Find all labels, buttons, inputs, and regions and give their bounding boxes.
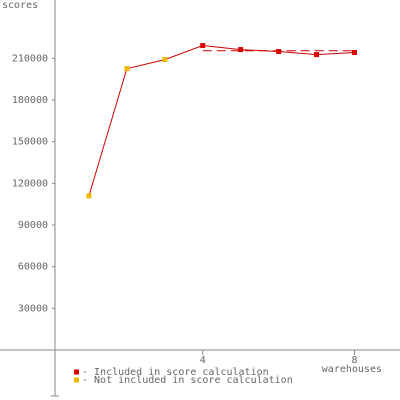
y-tick-label: 30000: [18, 303, 48, 314]
data-point: [162, 57, 168, 63]
data-line: [88, 45, 355, 196]
legend-label: - Included in score calculation: [82, 367, 269, 378]
y-tick-label: 180000: [12, 95, 48, 106]
data-point: [238, 47, 244, 53]
data-point: [276, 49, 282, 55]
y-tick-label: 60000: [18, 262, 48, 273]
y-tick-label: 90000: [18, 220, 48, 231]
legend-label: - Not included in score calculation: [82, 375, 293, 386]
y-tick-label: 120000: [12, 178, 48, 189]
data-point: [200, 43, 206, 49]
x-tick-label: 4: [200, 355, 206, 366]
data-point: [124, 66, 130, 72]
y-tick-label: 150000: [12, 137, 48, 148]
data-point: [86, 193, 92, 199]
data-point: [351, 50, 357, 55]
data-point: [314, 52, 320, 58]
x-axis-label: warehouses: [322, 364, 382, 375]
x-tick-label: 8: [351, 355, 357, 366]
y-tick-label: 210000: [12, 53, 48, 64]
legend-swatch: [74, 369, 79, 375]
legend-swatch: [74, 377, 79, 383]
y-axis-label: scores: [2, 0, 38, 11]
